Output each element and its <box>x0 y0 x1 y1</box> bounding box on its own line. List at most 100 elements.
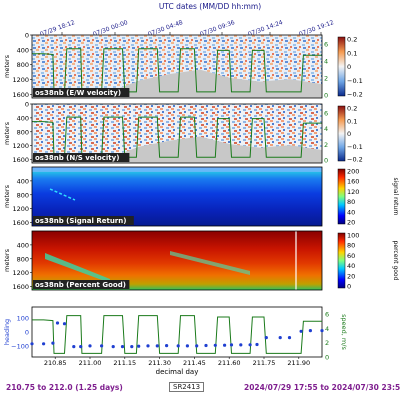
colorbar-tick-label: 20 <box>347 219 355 227</box>
heading-point <box>42 342 46 346</box>
panel-label: os38nb (N/S velocity) <box>35 154 119 162</box>
colorbar-tick-label: 100 <box>347 232 359 240</box>
speed-tick-label: 0 <box>325 354 329 362</box>
y-tick-label: 400 <box>17 177 29 185</box>
panel-label-bg <box>33 88 130 97</box>
colorbar-tick-label: −0.1 <box>347 77 363 85</box>
colorbar-tick-label: 40 <box>347 208 355 216</box>
panel-label-bg <box>33 280 130 289</box>
y-tick-label: 800 <box>17 255 29 263</box>
y-axis-label: meters <box>3 184 11 208</box>
heading-point <box>255 342 259 347</box>
heading-point <box>51 341 55 345</box>
colorbar <box>337 36 346 97</box>
panel-3: os38nb (Signal Return) 400 800 1200 1600 mete… <box>3 166 399 227</box>
panel-label: os38nb (Signal Return) <box>35 217 126 225</box>
seafloor-mask <box>32 136 322 163</box>
colorbar-tick-label: 60 <box>347 252 355 260</box>
colorbar-tick-label: 40 <box>347 262 355 270</box>
x-tick-label: 211.60 <box>218 359 241 367</box>
plot-frame <box>31 34 323 99</box>
speed-tick-label: 2 <box>324 141 328 149</box>
x-tick-label: 211.75 <box>253 359 276 367</box>
heading-point <box>155 344 159 348</box>
y-tick-label: 400 <box>17 241 29 249</box>
heading-point <box>72 345 76 349</box>
heading-point <box>185 344 189 348</box>
colorbar-tick-label: −0.1 <box>347 143 363 151</box>
y-tick-label: 1600 <box>12 283 29 291</box>
heading-point <box>299 329 303 333</box>
y-axis-label: heading <box>3 319 11 345</box>
heading-point <box>62 322 67 326</box>
speed-tick-label: 6 <box>324 110 328 118</box>
plot-frame <box>31 306 323 358</box>
colorbar-label: percent good <box>392 241 399 281</box>
x-tick-label: 211.45 <box>183 359 206 367</box>
y-axis-label: meters <box>3 54 11 78</box>
speed-tick-label: 0 <box>324 157 328 165</box>
heading-point <box>137 344 141 348</box>
y-tick-label: 1200 <box>12 76 29 84</box>
signal-streak <box>49 188 76 201</box>
speed-tick-label: 4 <box>324 58 328 66</box>
y-tick-label: 400 <box>17 46 29 54</box>
y-tick-label: 0 <box>25 32 29 40</box>
heading-point <box>223 343 227 347</box>
speed-tick-label: 4 <box>325 325 329 333</box>
heading-tick-label: 0 <box>25 329 29 337</box>
y-tick-label: 1600 <box>12 156 29 164</box>
date-range-label: 2024/07/29 17:55 to 2024/07/30 23:55 <box>244 383 400 392</box>
seafloor-mask <box>32 69 322 98</box>
colorbar-tick-label: 80 <box>347 242 355 250</box>
panel-label-bg <box>33 153 130 162</box>
heading-point <box>278 336 282 340</box>
colorbar-tick-label: 0.1 <box>347 117 357 125</box>
panel-5: 210.85 211.00 211.15 211.30 211.45 211.60 211.… <box>3 306 348 376</box>
heading-point <box>239 343 243 347</box>
heading-point <box>111 345 115 349</box>
colorbar-tick-label: 0 <box>347 63 351 71</box>
heading-point <box>248 343 252 347</box>
y-tick-label: 1600 <box>12 219 29 227</box>
pg-streak <box>170 251 250 275</box>
heading-tick-label: −100 <box>11 342 29 350</box>
heading-point <box>79 345 83 349</box>
speed-tick-label: 2 <box>325 339 329 347</box>
surface-band <box>32 167 322 172</box>
y-tick-label: 1600 <box>12 91 29 99</box>
heading-point <box>120 345 125 349</box>
colorbar-tick-label: 0.1 <box>347 49 357 57</box>
cruise-id-badge: SR2413 <box>169 382 205 392</box>
y-tick-label: 800 <box>17 191 29 199</box>
x-tick-label: 210.85 <box>44 359 67 367</box>
heading-point <box>204 343 208 348</box>
day-range-label: 210.75 to 212.0 (1.25 days) <box>6 383 123 392</box>
y-axis-label: meters <box>3 248 11 272</box>
colorbar-tick-label: 200 <box>347 168 359 176</box>
x-tick-label: 211.00 <box>79 359 102 367</box>
heading-point <box>88 344 92 348</box>
colorbar-tick-label: 0.2 <box>347 36 357 44</box>
heading-point <box>176 344 180 348</box>
heading-tick-label: 100 <box>17 315 29 323</box>
speed-tick-label: 6 <box>325 311 329 319</box>
colorbar-tick-label: 0 <box>347 283 351 291</box>
heading-point <box>195 344 199 348</box>
panel-label: os38nb (E/W velocity) <box>35 89 121 97</box>
x-tick-label: 211.90 <box>287 359 310 367</box>
panel-2: os38nb (N/S velocity)040080012001600mete… <box>3 101 363 165</box>
speed-tick-label: 4 <box>324 125 328 133</box>
top-title: UTC dates (MM/DD hh:mm) <box>159 2 261 11</box>
y-tick-label: 1200 <box>12 205 29 213</box>
colorbar-tick-label: 20 <box>347 272 355 280</box>
plot-frame <box>31 103 323 164</box>
panel-4: os38nb (Percent Good)40080012001600meter… <box>3 230 399 291</box>
y-axis-label: meters <box>3 121 11 145</box>
heading-point <box>320 329 324 333</box>
heading-point <box>130 345 134 349</box>
heading-point <box>229 343 234 347</box>
y-tick-label: 0 <box>25 101 29 109</box>
heading-point <box>264 336 268 340</box>
